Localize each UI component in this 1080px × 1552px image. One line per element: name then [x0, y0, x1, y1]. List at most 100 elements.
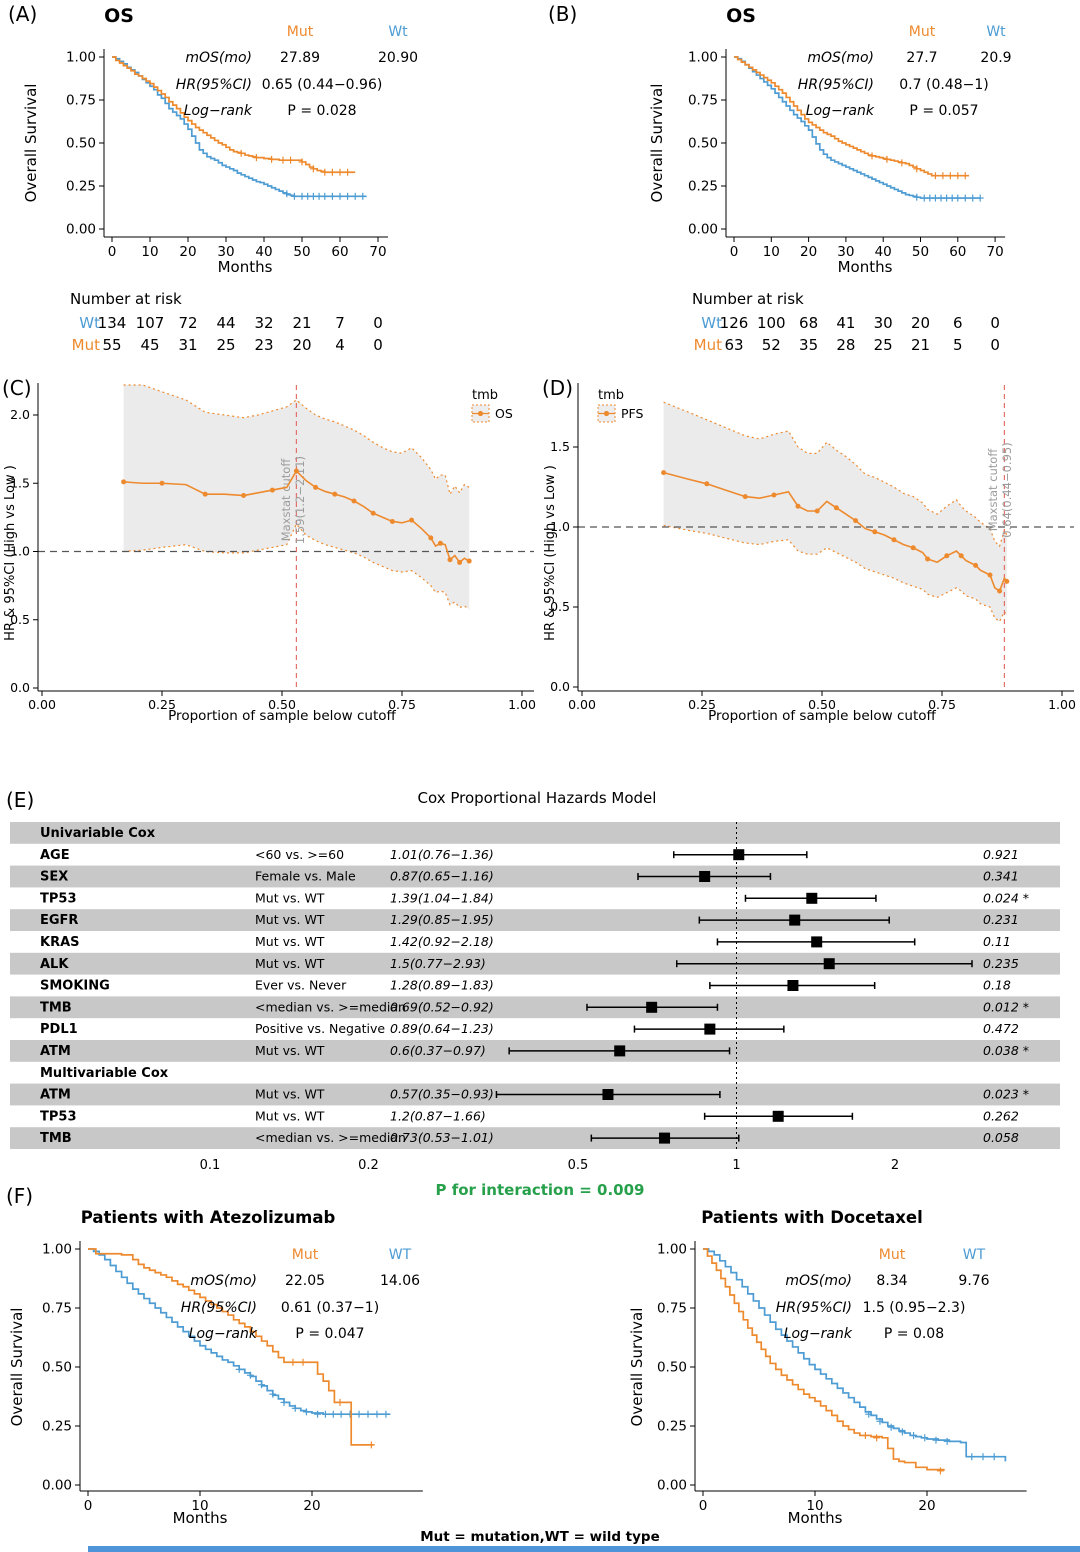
- stat-value: 0.61 (0.37−1): [281, 1300, 379, 1316]
- svg-text:0.0: 0.0: [550, 679, 570, 694]
- forest-hr-ci: 1.28(0.89−1.83): [390, 978, 494, 993]
- km-curve-wt: [703, 1248, 1007, 1462]
- svg-text:0.50: 0.50: [657, 1360, 687, 1376]
- risk-count: 21: [292, 314, 311, 332]
- forest-pvalue: 0.11: [983, 934, 1011, 949]
- hr-marker: [646, 1001, 658, 1013]
- stat-value: 20.90: [378, 50, 418, 66]
- svg-text:0.50: 0.50: [66, 136, 96, 152]
- risk-count: 30: [874, 314, 893, 332]
- km-plot-atezolizumab: 0 10 20 0.00 0.25 0.50 0.75 1.00 Patients with A…: [8, 1208, 423, 1527]
- axis-tick: 2: [891, 1158, 899, 1173]
- risk-count: 0: [990, 314, 1000, 332]
- forest-comparison: Mut vs. WT: [255, 956, 325, 971]
- forest-variable: AGE: [40, 848, 70, 863]
- legend-title: tmb: [472, 388, 498, 403]
- x-axis-label: Proportion of sample below cutoff: [708, 708, 936, 724]
- svg-text:0.50: 0.50: [268, 697, 296, 712]
- legend-title: tmb: [598, 388, 624, 403]
- risk-row-label: Wt: [701, 314, 722, 332]
- risk-count: 35: [799, 336, 818, 354]
- svg-text:0.50: 0.50: [42, 1360, 72, 1376]
- stat-value: 9.76: [958, 1273, 989, 1289]
- forest-plot: Cox Proportional Hazards Model Univariabl…: [10, 789, 1060, 1173]
- legend-wt: Wt: [986, 24, 1006, 40]
- svg-text:60: 60: [949, 244, 966, 260]
- svg-text:40: 40: [255, 244, 272, 260]
- forest-variable: EGFR: [40, 913, 78, 928]
- risk-count: 107: [136, 314, 165, 332]
- panel-label-a: (A): [8, 2, 38, 26]
- axis-tick: 0.2: [358, 1158, 379, 1173]
- hr-marker: [806, 892, 818, 904]
- stat-label: mOS(mo): [807, 50, 874, 66]
- risk-count: 20: [292, 336, 311, 354]
- hr-marker: [823, 958, 835, 970]
- forest-hr-ci: 1.39(1.04−1.84): [390, 890, 494, 905]
- risk-count: 31: [178, 336, 197, 354]
- km-curve-wt: [734, 56, 981, 199]
- svg-text:70: 70: [369, 244, 386, 260]
- svg-text:2.0: 2.0: [10, 407, 30, 422]
- svg-text:10: 10: [191, 1498, 208, 1514]
- svg-text:0.25: 0.25: [688, 179, 718, 195]
- forest-pvalue: 0.231: [983, 912, 1019, 927]
- stat-label: Log−rank: [184, 103, 253, 119]
- x-axis-label: Months: [218, 258, 273, 276]
- risk-count: 28: [836, 336, 855, 354]
- svg-text:1.00: 1.00: [66, 50, 96, 66]
- hr-marker: [614, 1045, 626, 1057]
- x-axis-label: Months: [838, 258, 893, 276]
- hr-marker: [659, 1132, 671, 1144]
- svg-text:0.5: 0.5: [550, 599, 570, 614]
- svg-text:0.0: 0.0: [10, 680, 30, 695]
- forest-comparison: <60 vs. >=60: [255, 847, 344, 862]
- risk-count: 21: [911, 336, 930, 354]
- stat-value: P = 0.057: [909, 103, 978, 119]
- x-axis-label: Months: [788, 1509, 843, 1527]
- svg-text:1.00: 1.00: [688, 50, 718, 66]
- y-axis-label: Overall Survival: [22, 84, 40, 203]
- svg-text:50: 50: [293, 244, 310, 260]
- forest-variable: ATM: [40, 1088, 71, 1103]
- risk-count: 20: [911, 314, 930, 332]
- stat-label: HR(95%CI): [798, 77, 874, 93]
- ci-band: [663, 402, 1007, 622]
- stat-value: 27.7: [906, 50, 937, 66]
- forest-hr-ci: 1.2(0.87−1.66): [390, 1108, 486, 1123]
- hr-marker: [699, 871, 711, 882]
- forest-comparison: Mut vs. WT: [255, 1043, 325, 1058]
- forest-section: Multivariable Cox: [40, 1066, 169, 1081]
- legend-mut: Mut: [909, 24, 936, 40]
- y-axis-label: HR & 95%CI (High vs Low ): [543, 465, 558, 641]
- stat-label: HR(95%CI): [776, 1300, 852, 1316]
- svg-text:0.00: 0.00: [66, 222, 96, 238]
- risk-count: 41: [836, 314, 855, 332]
- plot-title: Patients with Docetaxel: [701, 1208, 923, 1227]
- svg-text:20: 20: [800, 244, 817, 260]
- stat-label: Log−rank: [806, 103, 875, 119]
- forest-comparison: Mut vs. WT: [255, 934, 325, 949]
- risk-count: 4: [335, 336, 345, 354]
- risk-count: 72: [178, 314, 197, 332]
- panel-label-e: (E): [6, 788, 35, 812]
- risk-count: 0: [990, 336, 1000, 354]
- stat-label: mOS(mo): [785, 1273, 852, 1289]
- forest-hr-ci: 0.6(0.37−0.97): [390, 1043, 486, 1058]
- maxstat-cutoff-value: 0.64(0.44−0.95): [1000, 442, 1014, 537]
- forest-variable: KRAS: [40, 935, 80, 950]
- risk-count: 68: [799, 314, 818, 332]
- forest-hr-ci: 0.89(0.64−1.23): [390, 1021, 494, 1036]
- hr-marker: [789, 914, 801, 926]
- km-curve-mut: [112, 56, 356, 174]
- svg-text:0.75: 0.75: [66, 93, 96, 109]
- maxstat-cutoff-label: Maxstat cutoff: [986, 448, 1000, 532]
- cutoff-plot-C: Maxstat cutoff 1.59(1.2−2.11)0.00 0.25 0.50…: [3, 383, 536, 724]
- plot-title: OS: [726, 5, 756, 27]
- forest-variable: TMB: [40, 1000, 72, 1015]
- y-axis-label: HR & 95%CI (High vs Low ): [3, 465, 18, 641]
- km-plot-docetaxel: 0 10 20 0.00 0.25 0.50 0.75 1.00 Patients with D…: [628, 1208, 1027, 1527]
- svg-text:0.50: 0.50: [688, 136, 718, 152]
- risk-count: 5: [953, 336, 963, 354]
- svg-text:0.00: 0.00: [568, 697, 596, 712]
